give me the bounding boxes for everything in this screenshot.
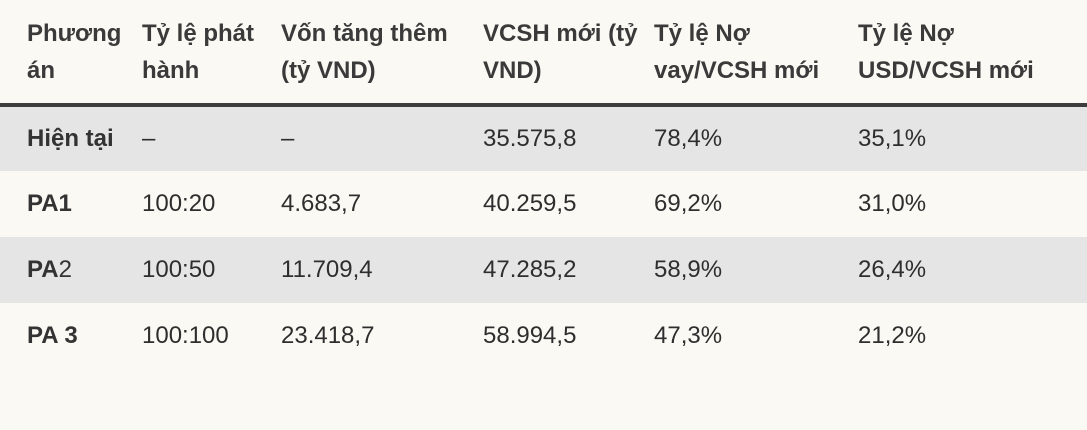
row-label: Hiện tại (0, 105, 142, 171)
table-cell: 4.683,7 (281, 190, 362, 217)
header-cell: VCSH mới (tỷ VND) (483, 20, 638, 84)
table-cell: 69,2% (654, 190, 723, 217)
capital-plan-table: Phương án Tỷ lệ phát hành Vốn tăng thêm … (0, 0, 1087, 369)
header-cell: Vốn tăng thêm (tỷ VND) (281, 20, 448, 84)
table-cell: 31,0% (858, 190, 927, 217)
table-row: PA1 100:20 4.683,7 40.259,5 69,2% 31,0% (0, 171, 1087, 237)
table-row: PA2 100:50 11.709,4 47.285,2 58,9% 26,4% (0, 237, 1087, 303)
row-label-suffix: 2 (58, 256, 72, 283)
row-label: PA2 (0, 237, 142, 303)
header-row: Phương án Tỷ lệ phát hành Vốn tăng thêm … (0, 0, 1087, 105)
table-cell: 47.285,2 (483, 237, 654, 303)
table-cell: 100:20 (142, 190, 216, 217)
table-cell: – (142, 105, 281, 171)
table-cell: 35,1% (858, 105, 1087, 171)
table-cell: 40.259,5 (483, 190, 577, 217)
header-cell: Phương án (27, 20, 122, 84)
table-cell: 11.709,4 (281, 237, 483, 303)
row-label-prefix: PA (27, 256, 59, 283)
table-cell: – (281, 105, 483, 171)
table-cell: 23.418,7 (281, 322, 375, 349)
table-cell: 100:50 (142, 237, 281, 303)
table-header: Phương án Tỷ lệ phát hành Vốn tăng thêm … (0, 0, 1087, 105)
table-body: Hiện tại – – 35.575,8 78,4% 35,1% PA1 10… (0, 105, 1087, 369)
row-label: PA 3 (27, 322, 78, 349)
table-cell: 58,9% (654, 237, 858, 303)
table-cell: 21,2% (858, 322, 927, 349)
header-cell: Tỷ lệ Nợ USD/VCSH mới (858, 20, 1034, 84)
header-cell: Tỷ lệ phát hành (142, 20, 255, 84)
table-row: PA 3 100:100 23.418,7 58.994,5 47,3% 21,… (0, 303, 1087, 369)
header-cell: Tỷ lệ Nợ vay/VCSH mới (654, 20, 820, 84)
table-cell: 78,4% (654, 105, 858, 171)
table-row: Hiện tại – – 35.575,8 78,4% 35,1% (0, 105, 1087, 171)
table-cell: 26,4% (858, 237, 1087, 303)
table-cell: 47,3% (654, 322, 723, 349)
row-label: PA1 (27, 190, 72, 217)
table-cell: 100:100 (142, 322, 229, 349)
table-cell: 35.575,8 (483, 105, 654, 171)
table-cell: 58.994,5 (483, 322, 577, 349)
